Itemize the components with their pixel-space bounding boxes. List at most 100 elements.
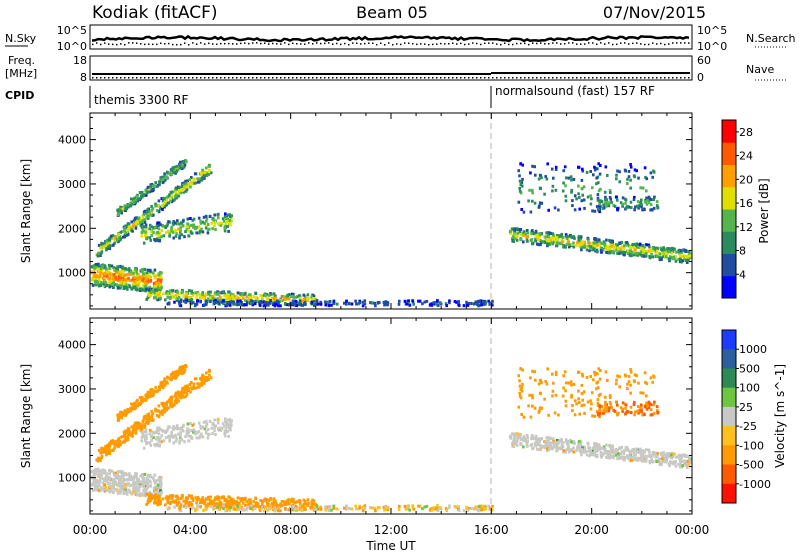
nave-point [116, 77, 118, 79]
power-cell [199, 171, 203, 175]
power-cell [595, 182, 598, 186]
velocity-cell [176, 495, 179, 499]
power-ytick-label: 3000 [58, 178, 86, 191]
power-cell [142, 213, 145, 217]
velocity-heatmap [90, 364, 692, 513]
power-cell [173, 221, 177, 225]
power-cell [614, 248, 618, 252]
velocity-cell [229, 425, 232, 429]
velocity-cell [98, 472, 101, 476]
power-cell [119, 209, 123, 213]
power-cell [343, 301, 346, 305]
power-cell [129, 202, 133, 206]
velocity-cell [205, 424, 208, 428]
velocity-cell [547, 438, 550, 442]
velocity-cell [140, 400, 144, 404]
velocity-cell [277, 506, 280, 509]
power-cell [152, 271, 155, 275]
power-cell [110, 264, 114, 268]
velocity-cell [130, 492, 134, 496]
power-cell [517, 200, 521, 204]
power-cell [223, 229, 227, 233]
noise-search-point [292, 42, 294, 45]
nave-point [580, 77, 582, 79]
velocity-cell [199, 426, 203, 430]
power-colorbar-band [722, 275, 736, 299]
power-cell [638, 242, 642, 246]
power-cell [632, 198, 636, 201]
power-cell [220, 222, 224, 226]
power-cell [135, 274, 139, 278]
power-cell [143, 267, 147, 271]
power-cell [96, 280, 100, 284]
power-cell [606, 174, 609, 177]
power-colorbar-band [722, 209, 736, 232]
power-cell [641, 186, 645, 190]
velocity-cell [262, 509, 266, 513]
power-cell [223, 294, 226, 298]
noise-search-point [148, 43, 150, 45]
power-cell [608, 201, 611, 205]
power-cell [132, 219, 136, 223]
velocity-cell [412, 507, 415, 511]
power-cell [251, 303, 255, 307]
velocity-cell [216, 502, 220, 506]
power-cell [148, 236, 152, 240]
noise-search-point [168, 42, 170, 45]
power-cell [244, 298, 247, 302]
velocity-cell [239, 504, 242, 508]
power-cell [209, 290, 212, 294]
power-cell [132, 273, 135, 277]
power-cell [487, 299, 490, 303]
velocity-cell [98, 469, 102, 473]
power-cell [510, 227, 514, 231]
power-cell [187, 289, 191, 293]
velocity-cell [177, 391, 181, 395]
nave-point [520, 77, 522, 79]
power-cell [157, 199, 161, 203]
power-cell [113, 238, 117, 242]
power-cell [551, 189, 554, 193]
noise-left-label: N.Sky [5, 32, 37, 45]
velocity-cell [332, 504, 336, 508]
power-cell [641, 208, 644, 212]
power-cell [285, 303, 289, 307]
power-cell [165, 224, 169, 228]
power-cell [595, 176, 598, 180]
power-cell [436, 299, 439, 303]
power-cell [622, 250, 625, 254]
power-cell [518, 189, 522, 193]
power-cell [165, 198, 169, 202]
power-cell [643, 252, 646, 255]
velocity-cell [480, 508, 483, 512]
power-cell [661, 252, 664, 256]
power-cell [573, 236, 576, 240]
power-cell [147, 290, 151, 294]
velocity-cell [596, 448, 599, 452]
power-cell [562, 244, 566, 248]
velocity-cell [466, 508, 470, 512]
velocity-cell [545, 436, 548, 440]
velocity-cell [218, 500, 222, 504]
velocity-cell [386, 508, 389, 512]
velocity-cell [148, 441, 152, 445]
nave-point [376, 77, 378, 79]
power-cell [149, 230, 153, 234]
velocity-cell [127, 410, 130, 414]
power-cell [101, 276, 105, 280]
noise-search-point [428, 43, 430, 46]
power-cell [608, 238, 611, 242]
velocity-cell [111, 441, 115, 445]
nave-point [244, 77, 246, 79]
power-cell [172, 230, 175, 234]
velocity-cell [204, 429, 208, 433]
power-cell [231, 300, 235, 304]
velocity-cell [658, 457, 662, 461]
freq-panel: Freq. [MHz] 18 8 60 0 Nave [5, 54, 788, 84]
velocity-cell [252, 505, 256, 508]
power-cell [578, 234, 581, 238]
velocity-cell [164, 496, 168, 500]
nave-point [108, 77, 110, 79]
power-cell [610, 200, 613, 204]
power-cell [180, 233, 184, 237]
